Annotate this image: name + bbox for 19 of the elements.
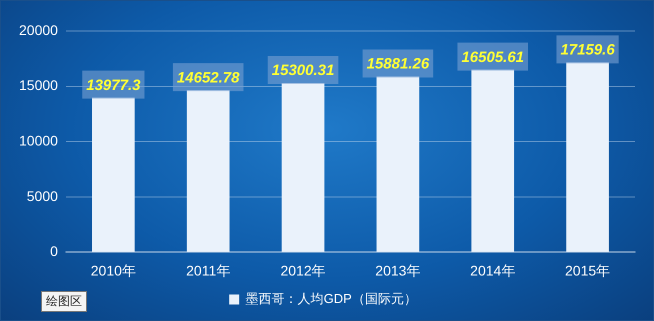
y-tick-label: 15000 (18, 77, 58, 94)
data-label: 13977.3 (86, 76, 142, 94)
data-label: 14652.78 (176, 69, 240, 86)
x-tick-label: 2015年 (565, 262, 610, 278)
x-tick-label: 2013年 (375, 262, 420, 278)
y-tick-label: 20000 (18, 22, 58, 38)
text: 绘图区 (41, 291, 87, 312)
legend-label: 墨西哥：人均GDP（国际元） (246, 291, 417, 306)
x-tick-label: 2014年 (470, 262, 516, 278)
x-tick-label: 2010年 (90, 262, 136, 278)
data-label: 17159.6 (560, 42, 616, 59)
y-tick-label: 5000 (26, 188, 58, 204)
y-tick-label: 10000 (18, 132, 58, 148)
x-tick-label: 2011年 (186, 262, 230, 278)
data-label: 16505.61 (461, 48, 524, 66)
y-tick-label: 0 (50, 243, 58, 260)
data-label: 15881.26 (366, 56, 430, 73)
x-tick-label: 2012年 (280, 262, 326, 278)
data-label: 15300.31 (272, 62, 334, 80)
